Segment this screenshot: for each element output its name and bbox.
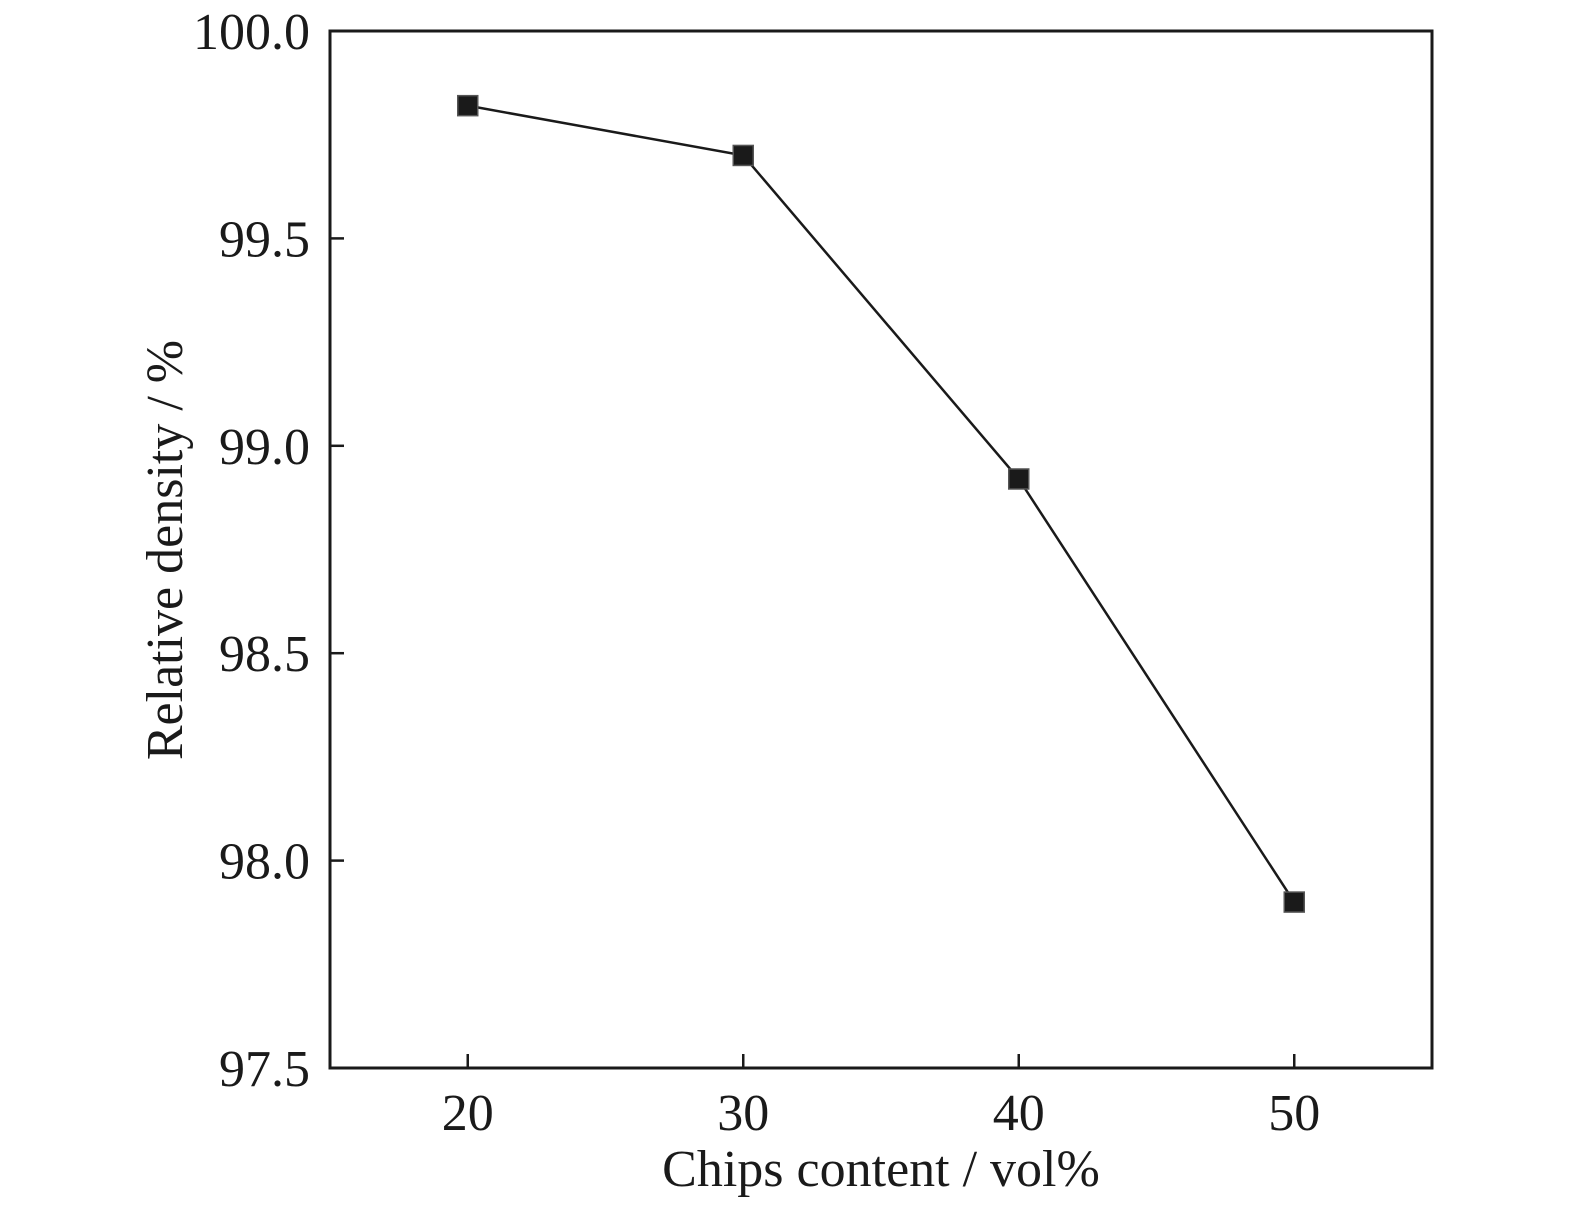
y-axis-title: Relative density / %: [137, 340, 194, 760]
y-axis: 97.5 98.0 98.5 99.0 99.5 100.0: [193, 4, 344, 1098]
x-tick-label: 20: [442, 1085, 494, 1142]
y-tick-label: 98.5: [219, 626, 310, 683]
y-tick-label: 97.5: [219, 1041, 310, 1098]
data-point-marker: [1008, 468, 1030, 490]
data-point-marker: [457, 94, 479, 117]
y-tick-label: 100.0: [193, 4, 310, 61]
data-point-marker: [732, 144, 754, 167]
y-tick-label: 99.5: [219, 211, 310, 268]
x-axis-title: Chips content / vol%: [662, 1141, 1100, 1198]
x-tick-label: 30: [717, 1085, 769, 1142]
data-point-marker: [1283, 891, 1305, 913]
x-tick-label: 50: [1268, 1085, 1320, 1142]
plot-frame: [328, 29, 1434, 1070]
y-tick-label: 99.0: [219, 419, 310, 476]
x-axis: 20 30 40 50: [442, 1054, 1320, 1142]
y-tick-label: 98.0: [219, 834, 310, 891]
x-tick-label: 40: [993, 1085, 1045, 1142]
series-layer: [457, 94, 1305, 913]
series-line: [467, 104, 1296, 903]
